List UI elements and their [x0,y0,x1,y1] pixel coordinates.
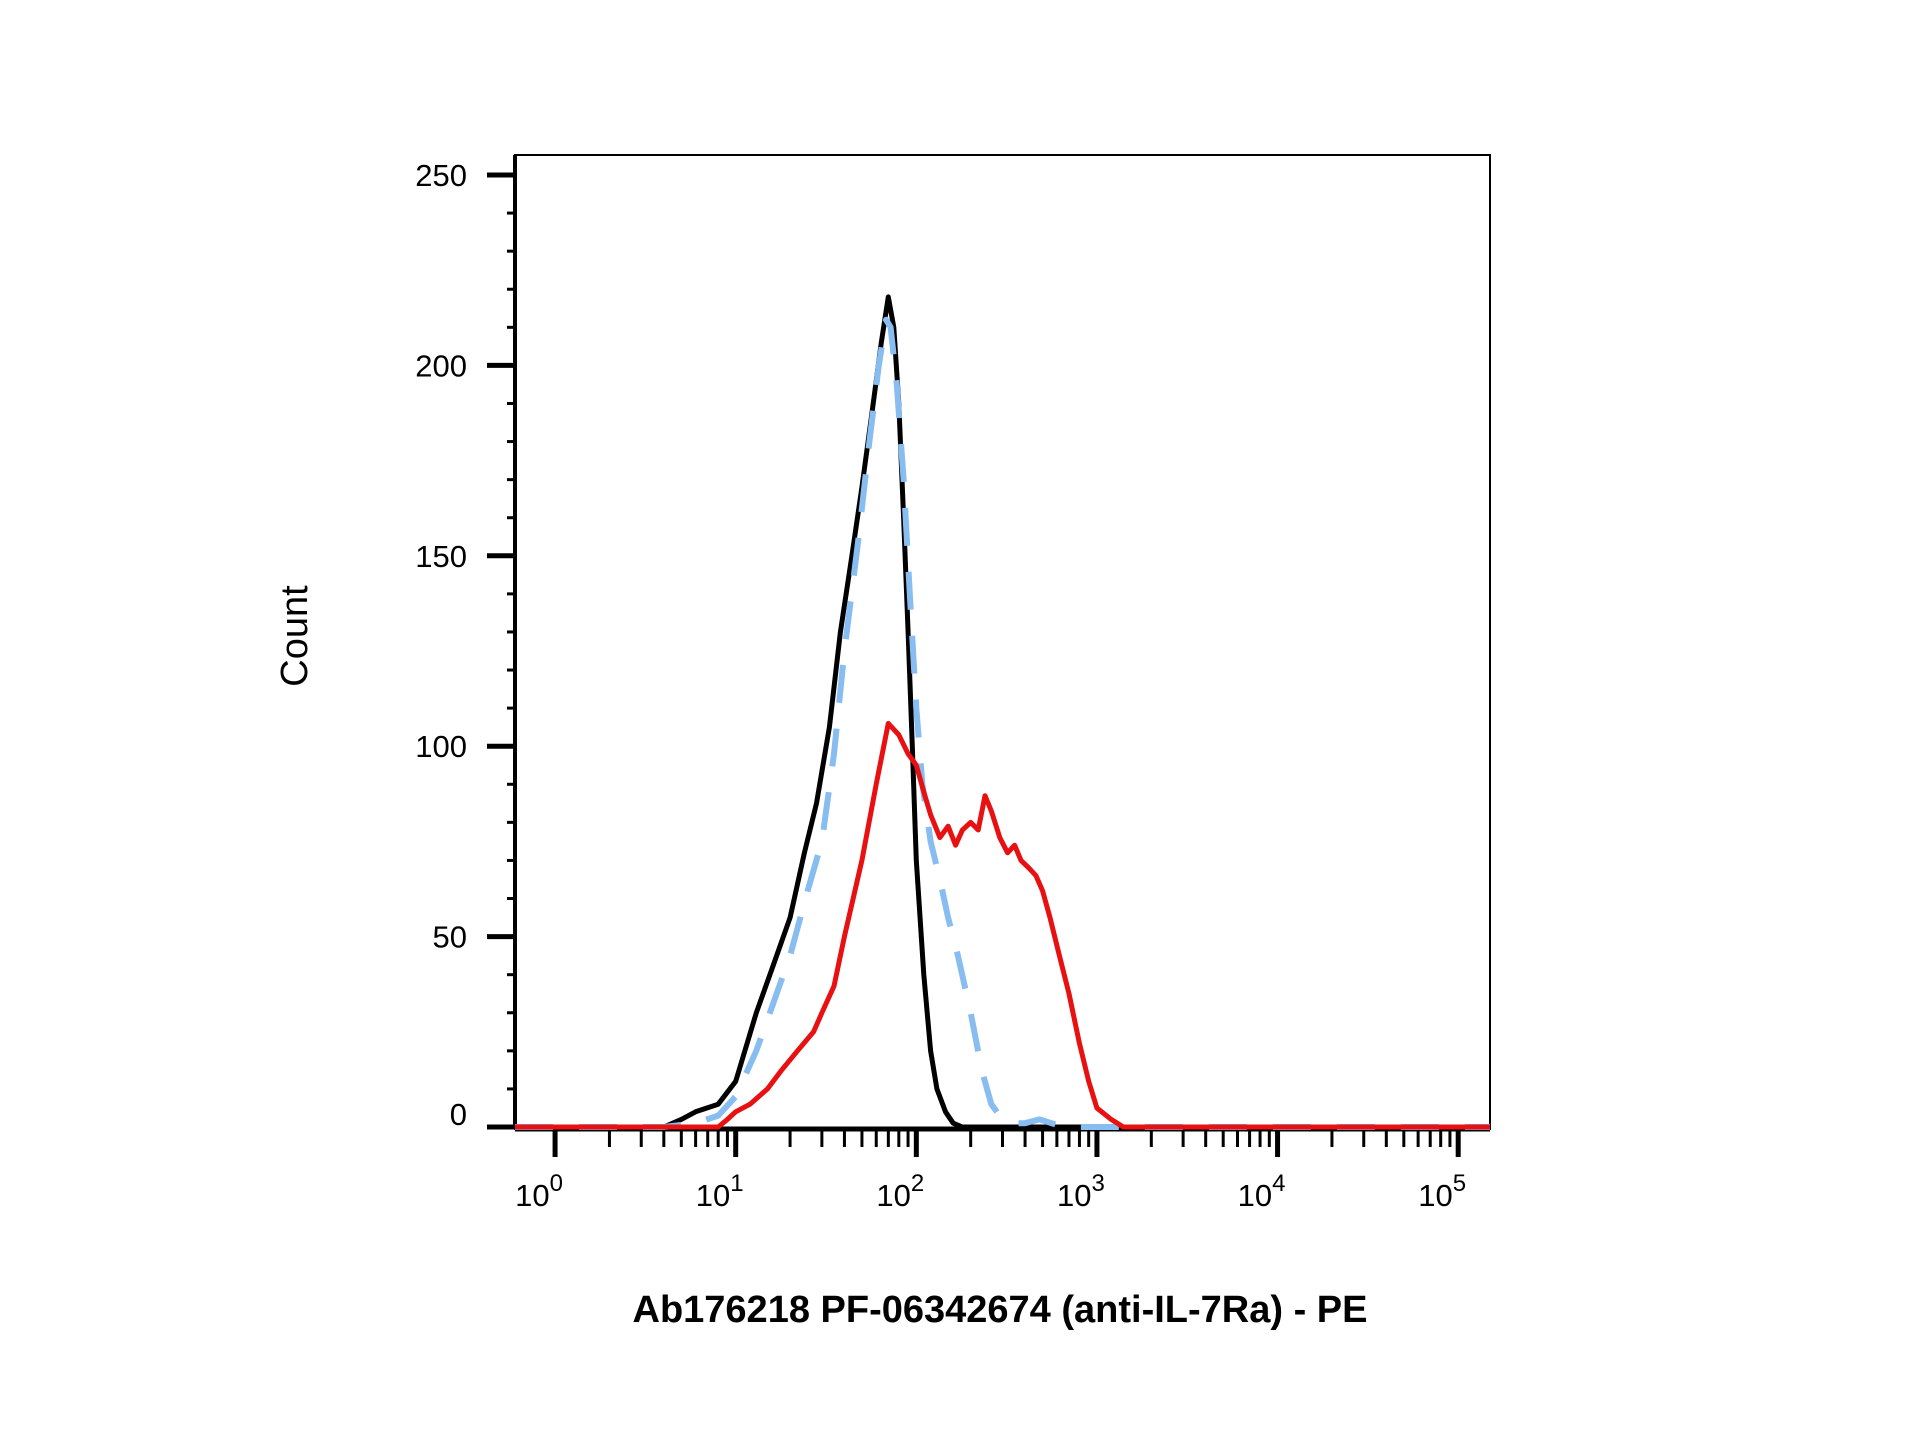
y-tick-label: 150 [415,539,467,574]
x-tick-label: 104 [1238,1170,1286,1213]
plot-frame [514,154,1491,1130]
x-tick-label: 102 [876,1170,924,1213]
y-axis: 0 50 100 150 200 250 [415,155,517,1132]
series-layer [515,294,1490,1130]
y-tick-label: 200 [415,348,467,383]
x-tick-label: 105 [1418,1170,1466,1213]
histogram-series-2 [515,316,1490,1130]
y-tick-label: 50 [433,920,467,955]
histogram-series-1 [515,294,1490,1130]
y-axis-title: Count [274,585,316,687]
x-axis-title: Ab176218 PF-06342674 (anti-IL-7Ra) - PE [633,1289,1368,1331]
x-tick-label: 101 [696,1170,744,1213]
y-tick-label: 100 [415,729,467,764]
histogram-series-3 [515,720,1490,1130]
y-tick-label: 250 [415,158,467,193]
x-axis: 100 101 102 103 104 105 [515,1126,1490,1213]
x-tick-label: 100 [515,1170,563,1213]
y-tick-label: 0 [450,1097,467,1132]
x-tick-label: 103 [1057,1170,1105,1213]
